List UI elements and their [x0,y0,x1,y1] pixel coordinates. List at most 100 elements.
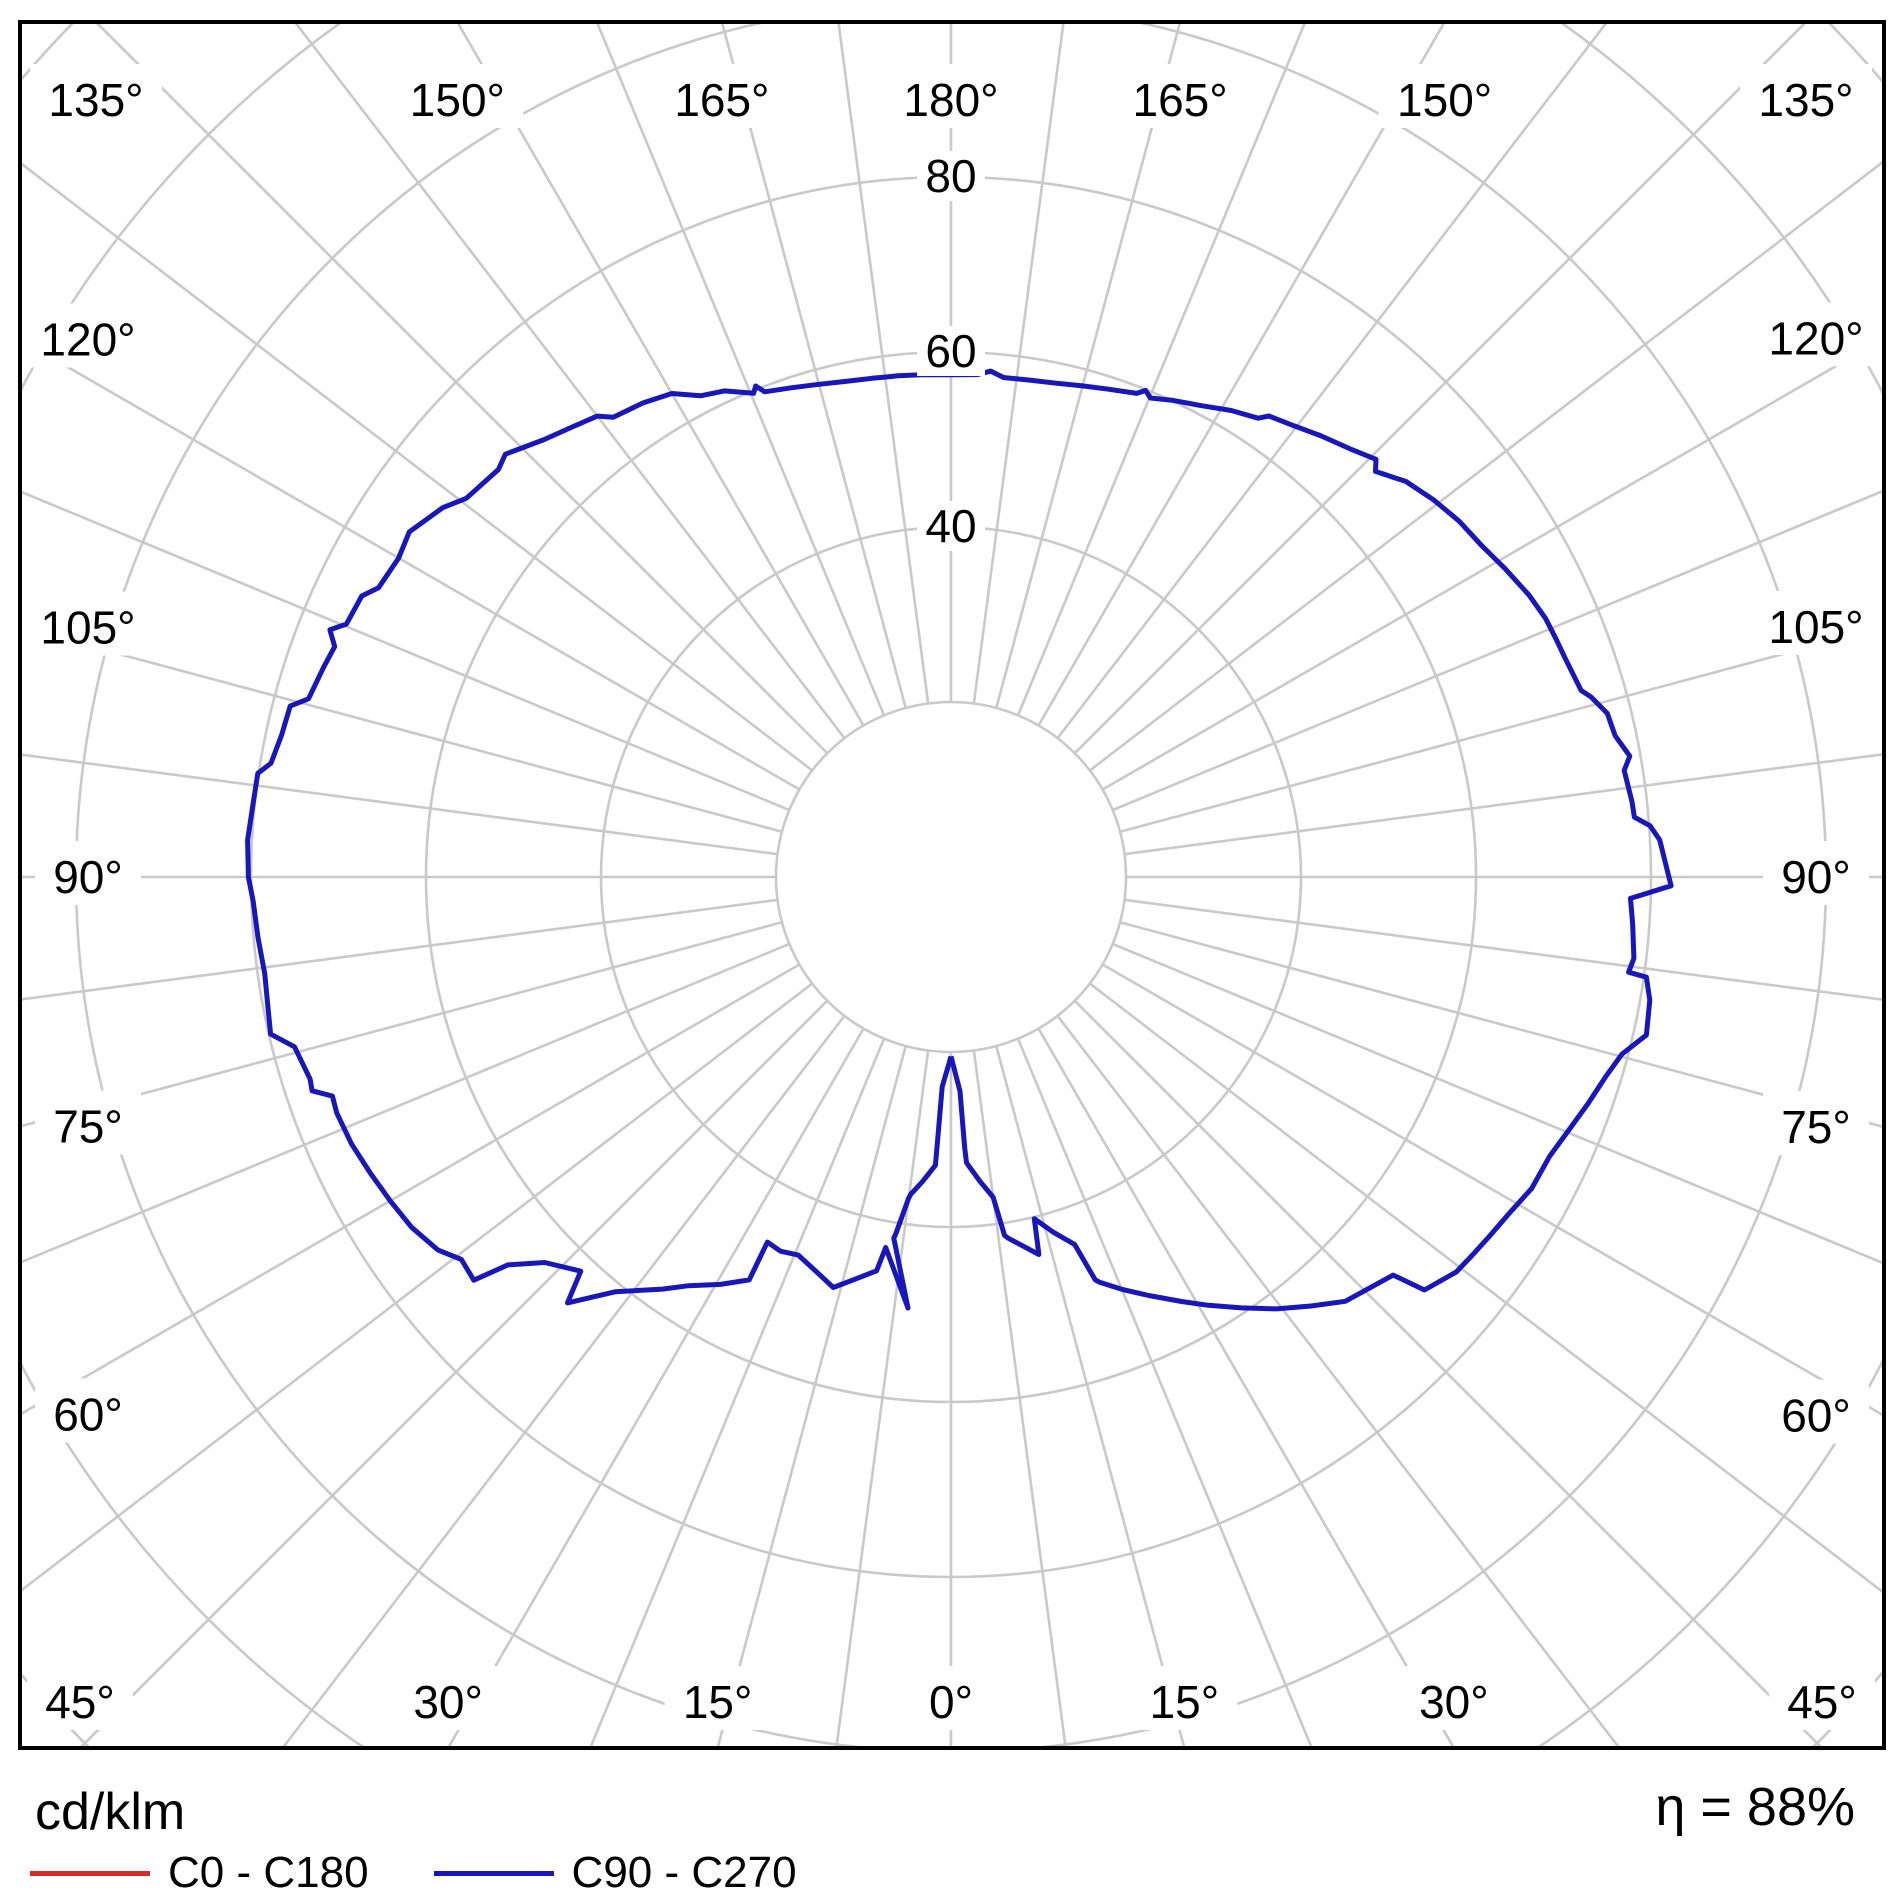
angle-label-chip [35,1378,141,1443]
angle-label: 150° [410,74,505,126]
angle-label-chip [1750,302,1882,367]
grid-ray [20,337,801,791]
angle-label: 90° [53,851,123,903]
grid-ray [972,22,1065,704]
angle-label-chip [885,64,1017,128]
angle-label: 30° [1419,1676,1489,1728]
grid-ray [20,489,790,812]
angle-label-chip [1114,64,1247,128]
grid-ray [1101,336,1884,791]
grid-ray [446,1027,865,1748]
grid-ray [1037,1027,1456,1748]
tick-chip [917,151,985,201]
angle-label: 90° [1781,851,1851,903]
angle-label: 120° [1768,312,1863,364]
angle-label-chip [395,1666,502,1730]
efficiency-value: η = 88% [1655,1777,1855,1837]
grid-ray [1073,22,1808,755]
legend-line-c0-c180 [30,1870,150,1876]
grid-ray [837,22,930,704]
angle-label: 75° [1781,1101,1851,1153]
angle-label: 180° [903,74,998,126]
legend-label-c90-c270: C90 - C270 [571,1848,797,1897]
angle-label: 105° [1768,601,1863,653]
angle-label: 45° [1787,1676,1857,1728]
legend-line-c90-c270 [433,1870,554,1876]
grid-ray [455,22,865,727]
angle-label: 165° [1133,74,1228,126]
grid-ray [972,1050,1067,1748]
angle-label-chip [1769,1666,1875,1730]
grid-ray [595,22,886,716]
angle-label-chip [911,1666,991,1730]
grid-ray [20,963,801,1417]
angle-label: 75° [53,1100,123,1152]
angle-label: 0° [929,1676,973,1728]
angle-label: 60° [53,1389,123,1441]
grid-ray [1089,982,1884,1595]
angle-label: 135° [48,74,143,126]
angle-label-chip [27,1666,133,1730]
angle-label: 15° [683,1676,753,1728]
angle-label-chip [655,64,788,128]
grid-ray [1124,898,1884,1002]
grid-ray [281,1015,846,1748]
grid-ray [20,942,790,1265]
tick-chip [917,326,985,376]
legend: C0 - C180 C90 - C270 [30,1848,862,1898]
angle-label-chip [1378,64,1511,128]
radial-tick-label: 40 [925,500,976,552]
grid-ray [1112,942,1884,1265]
grid-ray [716,1045,907,1748]
angle-label-chip [1740,64,1872,128]
legend-label-c0-c180: C0 - C180 [168,1848,369,1897]
grid-ray [20,160,813,772]
radial-tick-label: 60 [925,325,976,377]
grid-ray [1124,752,1884,856]
angle-label: 60° [1781,1390,1851,1442]
angle-label-chip [664,1666,771,1730]
angle-label-chip [35,1090,141,1155]
grid-ray [20,921,783,1128]
grid-ray [20,898,778,1001]
angle-label-chip [30,64,162,128]
grid-ray [20,982,813,1594]
angle-label-chip [1763,1090,1869,1155]
angle-label-chip [22,591,154,656]
angle-label: 120° [40,313,135,365]
grid-ray [1037,22,1447,727]
tick-chip [917,501,985,551]
grid-ray [1089,159,1884,772]
grid-ray [835,1050,930,1748]
grid-ray [995,1045,1186,1748]
grid-ray [1112,489,1884,812]
angle-label-chip [1750,591,1882,656]
grid-ray [1119,625,1884,833]
plot-border [18,20,1886,1750]
angle-label-chip [22,303,154,368]
angle-label: 105° [40,602,135,654]
angle-label-chip [35,841,141,905]
angle-label-chip [1400,1666,1507,1730]
angle-label-chip [391,64,524,128]
angle-label: 30° [413,1676,483,1728]
angle-label: 15° [1150,1676,1220,1728]
grid-ray [588,1038,886,1748]
angle-label-chip [1763,841,1869,905]
angle-label-chip [1131,1666,1238,1730]
angle-label: 135° [1758,74,1853,126]
grid-ray [1056,1015,1621,1748]
angle-label-chip [1763,1379,1869,1444]
grid-ray [1056,22,1609,739]
angle-label: 150° [1397,74,1492,126]
angle-label: 165° [674,74,769,126]
grid-ray [20,626,783,833]
grid-ray [1016,22,1307,716]
unit-label: cd/klm [35,1783,186,1841]
grid-ray [1016,1038,1314,1748]
grid-ray [94,22,829,755]
grid-ray [20,753,778,856]
radial-tick-label: 80 [925,150,976,202]
grid-ray [1101,963,1884,1418]
